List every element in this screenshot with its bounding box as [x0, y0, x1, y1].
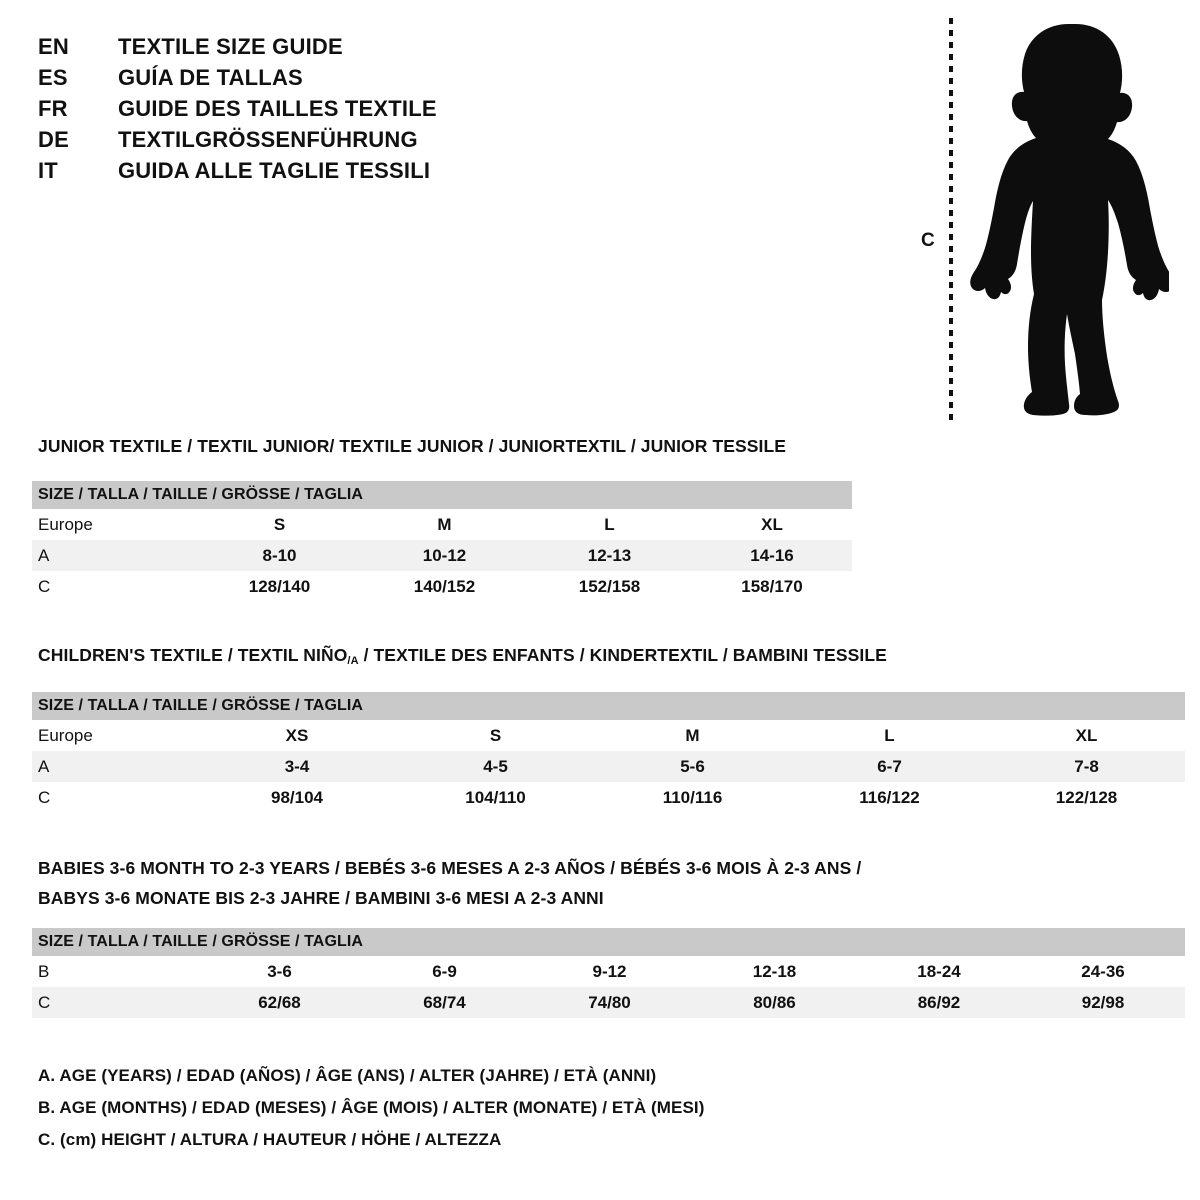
children-size-table: SIZE / TALLA / TAILLE / GRÖSSE / TAGLIA … — [32, 692, 1186, 813]
cell: 140/152 — [362, 571, 527, 602]
band-label: SIZE / TALLA / TAILLE / GRÖSSE / TAGLIA — [32, 481, 852, 509]
band-label: SIZE / TALLA / TAILLE / GRÖSSE / TAGLIA — [32, 928, 1186, 956]
language-code: ES — [38, 65, 68, 90]
table-row: A 3-4 4-5 5-6 6-7 7-8 — [32, 751, 1186, 782]
cell: 68/74 — [362, 987, 527, 1018]
language-code: FR — [38, 96, 68, 121]
row-label: A — [32, 751, 197, 782]
cell: 3-6 — [197, 956, 362, 987]
row-label: Europe — [32, 720, 197, 751]
section-title-children-after: / TEXTILE DES ENFANTS / KINDERTEXTIL / B… — [358, 645, 887, 665]
legend-line-b: B. AGE (MONTHS) / EDAD (MESES) / ÂGE (MO… — [38, 1098, 705, 1117]
cell: XL — [692, 509, 852, 540]
cell: 98/104 — [197, 782, 397, 813]
section-title-junior: JUNIOR TEXTILE / TEXTIL JUNIOR/ TEXTILE … — [38, 436, 787, 456]
cell: L — [791, 720, 988, 751]
table-row: C 128/140 140/152 152/158 158/170 — [32, 571, 852, 602]
language-title: GUÍA DE TALLAS — [118, 65, 303, 90]
language-row: ES GUÍA DE TALLAS — [38, 65, 437, 96]
section-title-children: CHILDREN'S TEXTILE / TEXTIL NIÑO/A / TEX… — [38, 645, 887, 667]
row-label: C — [32, 987, 197, 1018]
cell: 128/140 — [197, 571, 362, 602]
cell: 7-8 — [988, 751, 1186, 782]
cell: M — [362, 509, 527, 540]
cell: 12-18 — [692, 956, 857, 987]
cell: S — [397, 720, 594, 751]
junior-size-table: SIZE / TALLA / TAILLE / GRÖSSE / TAGLIA … — [32, 481, 852, 602]
section-title-children-sub: /A — [347, 655, 359, 668]
language-title: TEXTILGRÖSSENFÜHRUNG — [118, 127, 418, 152]
language-title: GUIDE DES TAILLES TEXTILE — [118, 96, 437, 121]
measurement-dotted-line — [949, 18, 953, 420]
legend-block: A. AGE (YEARS) / EDAD (AÑOS) / ÂGE (ANS)… — [38, 1066, 705, 1162]
cell: L — [527, 509, 692, 540]
cell: 9-12 — [527, 956, 692, 987]
section-title-babies-line2: BABYS 3-6 MONATE BIS 2-3 JAHRE / BAMBINI… — [38, 888, 604, 908]
cell: 110/116 — [594, 782, 791, 813]
row-label: B — [32, 956, 197, 987]
table-row: B 3-6 6-9 9-12 12-18 18-24 24-36 — [32, 956, 1186, 987]
language-row: DE TEXTILGRÖSSENFÜHRUNG — [38, 127, 437, 158]
cell: 10-12 — [362, 540, 527, 571]
table-row: C 62/68 68/74 74/80 80/86 86/92 92/98 — [32, 987, 1186, 1018]
table-band-row: SIZE / TALLA / TAILLE / GRÖSSE / TAGLIA — [32, 928, 1186, 956]
cell: 116/122 — [791, 782, 988, 813]
table-row: Europe S M L XL — [32, 509, 852, 540]
language-code: DE — [38, 127, 69, 152]
row-label: Europe — [32, 509, 197, 540]
language-row: FR GUIDE DES TAILLES TEXTILE — [38, 96, 437, 127]
measurement-label-c: C — [921, 230, 935, 251]
language-code: IT — [38, 158, 58, 183]
cell: 12-13 — [527, 540, 692, 571]
cell: 74/80 — [527, 987, 692, 1018]
language-title: GUIDA ALLE TAGLIE TESSILI — [118, 158, 431, 183]
cell: 104/110 — [397, 782, 594, 813]
table-row: A 8-10 10-12 12-13 14-16 — [32, 540, 852, 571]
language-row: IT GUIDA ALLE TAGLIE TESSILI — [38, 158, 437, 189]
section-title-children-before: CHILDREN'S TEXTILE / TEXTIL NIÑO — [38, 645, 348, 665]
language-header-list: EN TEXTILE SIZE GUIDE ES GUÍA DE TALLAS … — [38, 34, 437, 189]
cell: 3-4 — [197, 751, 397, 782]
cell: 4-5 — [397, 751, 594, 782]
cell: 6-7 — [791, 751, 988, 782]
cell: 14-16 — [692, 540, 852, 571]
band-label: SIZE / TALLA / TAILLE / GRÖSSE / TAGLIA — [32, 692, 1186, 720]
cell: 6-9 — [362, 956, 527, 987]
language-row: EN TEXTILE SIZE GUIDE — [38, 34, 437, 65]
cell: 152/158 — [527, 571, 692, 602]
table-row: C 98/104 104/110 110/116 116/122 122/128 — [32, 782, 1186, 813]
table-row: Europe XS S M L XL — [32, 720, 1186, 751]
babies-size-table: SIZE / TALLA / TAILLE / GRÖSSE / TAGLIA … — [32, 928, 1186, 1018]
cell: 92/98 — [1021, 987, 1186, 1018]
cell: XS — [197, 720, 397, 751]
cell: S — [197, 509, 362, 540]
cell: 5-6 — [594, 751, 791, 782]
cell: 158/170 — [692, 571, 852, 602]
cell: 86/92 — [857, 987, 1021, 1018]
row-label: C — [32, 782, 197, 813]
cell: XL — [988, 720, 1186, 751]
cell: 18-24 — [857, 956, 1021, 987]
cell: 80/86 — [692, 987, 857, 1018]
cell: 24-36 — [1021, 956, 1186, 987]
cell: 122/128 — [988, 782, 1186, 813]
language-code: EN — [38, 34, 69, 59]
table-band-row: SIZE / TALLA / TAILLE / GRÖSSE / TAGLIA — [32, 481, 852, 509]
height-measurement-figure: C — [905, 14, 1170, 424]
legend-line-c: C. (cm) HEIGHT / ALTURA / HAUTEUR / HÖHE… — [38, 1130, 502, 1149]
row-label: C — [32, 571, 197, 602]
cell: 8-10 — [197, 540, 362, 571]
legend-line-a: A. AGE (YEARS) / EDAD (AÑOS) / ÂGE (ANS)… — [38, 1066, 657, 1085]
cell: 62/68 — [197, 987, 362, 1018]
row-label: A — [32, 540, 197, 571]
cell: M — [594, 720, 791, 751]
language-title: TEXTILE SIZE GUIDE — [118, 34, 343, 59]
section-title-babies-line1: BABIES 3-6 MONTH TO 2-3 YEARS / BEBÉS 3-… — [38, 858, 862, 878]
toddler-silhouette-icon — [970, 24, 1169, 416]
table-band-row: SIZE / TALLA / TAILLE / GRÖSSE / TAGLIA — [32, 692, 1186, 720]
